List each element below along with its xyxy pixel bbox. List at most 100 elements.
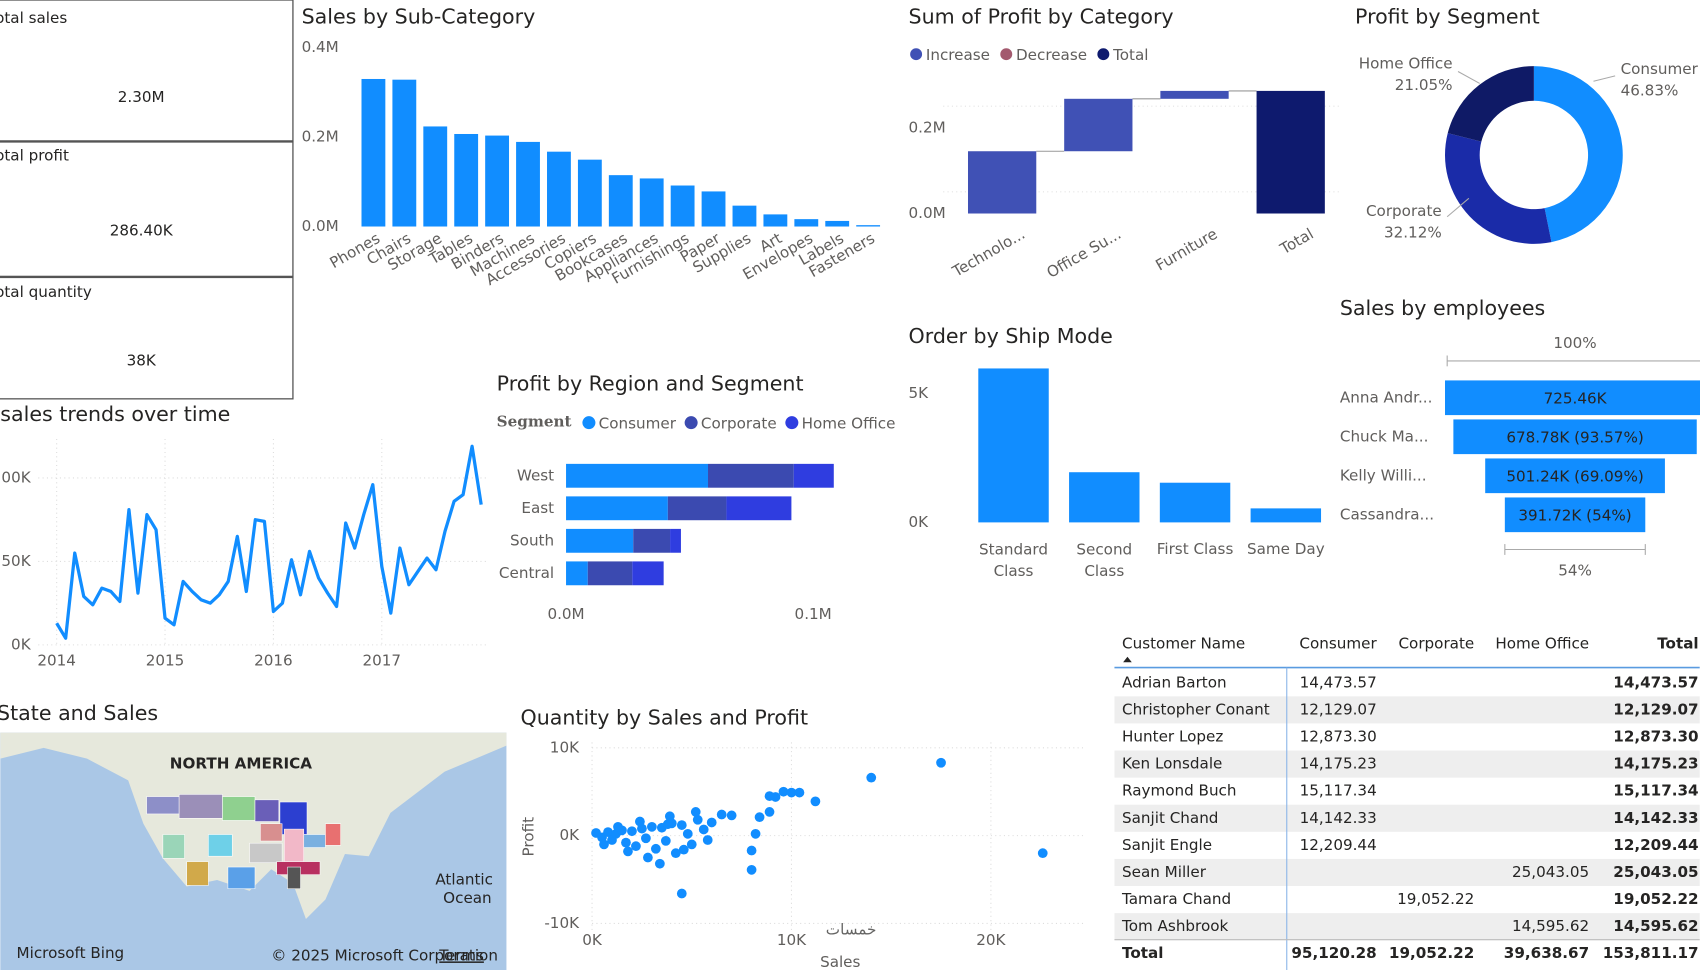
funnel-top-label: 100% [1553,334,1596,352]
table-cell: 12,209.44 [1613,836,1698,854]
map-region [227,866,256,889]
y-tick-label: 0.2M [909,118,946,136]
row-band [1114,913,1700,941]
table-cell: 12,129.07 [1300,700,1377,718]
table-cell: Sean Miller [1122,863,1207,881]
scatter-point [670,848,681,859]
table-cell: 14,473.57 [1300,673,1377,691]
table-cell: Sanjit Engle [1122,836,1212,854]
scatter-point [603,827,613,837]
bar [392,79,417,227]
scatter-point [654,858,665,869]
legend-swatch [1097,48,1110,61]
map-region [303,834,326,848]
funnel-value: 501.24K (69.09%) [1506,467,1643,485]
row-band [1114,696,1700,724]
label-line: Class [1084,562,1124,580]
card-value: 286.40K [110,221,174,239]
scatter-point [682,828,693,839]
scatter-point [726,810,737,821]
funnel-bottom-label: 54% [1558,562,1592,580]
table-cell: 14,473.57 [1613,673,1698,691]
bar [454,133,479,227]
bar [701,191,726,227]
table-cell: 12,129.07 [1613,700,1698,718]
bar [1159,482,1231,523]
bar [361,78,386,227]
bar [1064,98,1133,152]
slice-label: Corporate [1366,202,1442,220]
y-tick-label: Central [499,564,554,582]
scatter-point [678,844,689,855]
chart-title: Order by Ship Mode [909,324,1113,348]
x-tick-label: 0K [582,931,603,949]
scatter-point [764,791,775,801]
legend-label: Decrease [1016,46,1087,64]
x-tick-label: 20K [976,931,1006,949]
total-cell: 19,052.22 [1389,944,1474,962]
bar-segment [633,528,671,553]
x-tick-label: Standard Class [979,540,1048,580]
bar-segment [670,528,681,553]
slice-label: Consumer [1621,60,1699,78]
scatter-point [778,786,789,797]
bar [1250,508,1322,523]
scatter-point [692,814,703,825]
bar [967,151,1037,214]
card-value: 38K [127,351,157,369]
legend-label: Home Office [802,414,896,432]
scatter-point [676,820,687,830]
card-label: Total quantity [0,283,92,301]
map-region [249,842,283,863]
funnel-value: 725.46K [1544,389,1608,407]
table-cell: 12,873.30 [1613,727,1698,745]
table-cell: Raymond Buch [1122,782,1236,800]
map-region [254,799,280,822]
funnel-bar [1445,380,1700,416]
legend-label: Total [1112,46,1148,64]
legend-swatch [684,416,698,430]
x-tick-label: 0.1M [795,605,832,623]
map-label: Ocean [443,889,491,907]
row-band [1114,858,1700,887]
bar [763,214,788,227]
y-tick-label: 0K [11,635,32,653]
slice-label: Home Office [1359,54,1453,72]
table-cell: 12,873.30 [1300,727,1377,745]
map-region [178,794,223,819]
funnel-value: 391.72K (54%) [1518,506,1631,524]
total-cell: 39,638.67 [1504,944,1589,962]
column-header: Consumer [1299,634,1377,652]
table-cell: 14,175.23 [1613,755,1698,773]
sort-indicator [1123,656,1132,663]
bar [639,178,664,227]
bar [1256,90,1325,214]
map-region [186,861,209,886]
bar [547,151,571,227]
map-title: State and Sales [0,701,158,725]
scatter-point [662,819,673,830]
bar-segment [708,463,794,488]
x-tick-label: 2017 [363,652,402,670]
table-cell: Adrian Barton [1122,673,1227,691]
card-label: Total profit [0,147,69,165]
map-terms[interactable]: Terms [438,946,484,964]
y-tick-label: 0.0M [302,217,339,235]
scatter-point [621,837,631,848]
scatter-point [650,843,661,854]
scatter-point [623,846,633,857]
y-axis-title: Profit [520,817,538,857]
legend-swatch [582,416,596,430]
legend-label: Consumer [599,414,677,432]
chart-title: Sales by employees [1340,296,1545,320]
bar-segment [726,496,792,521]
table-cell: 15,117.34 [1613,782,1698,800]
scatter-point [702,835,713,845]
map-region [162,834,185,859]
bar [608,175,633,227]
bar [1160,90,1229,99]
scatter-point [706,817,717,828]
y-tick-label: 5K [909,384,930,402]
funnel-value: 678.78K (93.57%) [1506,428,1643,446]
